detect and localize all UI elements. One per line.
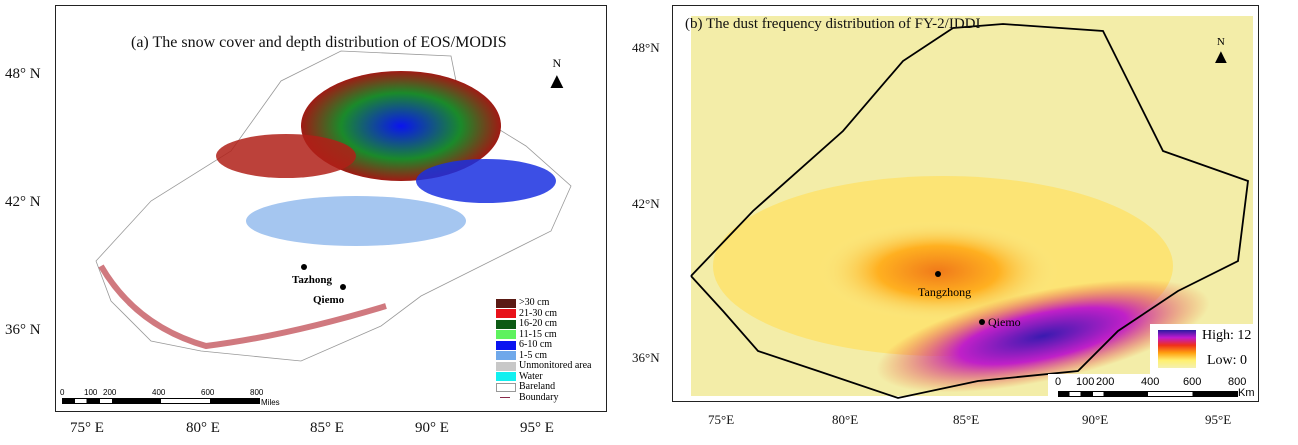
- qiemo-label: Qiemo: [313, 294, 345, 306]
- lon-tick: 95° E: [520, 420, 554, 436]
- lon-tick: 75°E: [708, 412, 735, 427]
- lat-tick: 36° N: [5, 322, 41, 338]
- lon-tick: 90° E: [415, 420, 449, 436]
- lat-tick: 42°N: [632, 196, 660, 211]
- qiemo-label: Qiemo: [988, 315, 1021, 329]
- snow-shallow: [246, 196, 466, 246]
- map-panel-a: (a) The snow cover and depth distributio…: [55, 5, 607, 412]
- lon-tick: 95°E: [1205, 412, 1232, 427]
- tazhong-marker: [301, 264, 307, 270]
- map-panel-b: (b) The dust frequency distribution of F…: [672, 5, 1259, 402]
- dust-legend: High: 12 Low: 0: [1150, 324, 1258, 374]
- snow-east: [416, 159, 556, 203]
- snow-kunlun: [98, 264, 387, 350]
- lon-tick: 80° E: [186, 420, 220, 436]
- lon-tick: 85°E: [953, 412, 980, 427]
- lon-tick: 80°E: [832, 412, 859, 427]
- panel-a-title: (a) The snow cover and depth distributio…: [131, 34, 507, 51]
- lat-tick: 48° N: [5, 66, 41, 82]
- lat-tick: 48°N: [632, 40, 660, 55]
- qiemo-marker: [979, 319, 985, 325]
- lon-tick: 90°E: [1082, 412, 1109, 427]
- panel-b-title: (b) The dust frequency distribution of F…: [685, 16, 981, 32]
- scale-bar-km: 0 100 200 400 600 800 Km: [1048, 374, 1258, 401]
- north-arrow-icon: N ▲: [546, 56, 568, 93]
- dust-south: [876, 279, 1210, 393]
- lon-tick: 85° E: [310, 420, 344, 436]
- snow-map: [95, 50, 572, 362]
- xinjiang-boundary: [690, 23, 1249, 399]
- tangzhong-marker: [935, 271, 941, 277]
- north-arrow-icon: N ▲: [1211, 36, 1231, 68]
- snow-legend: >30 cm 21-30 cm 16-20 cm 11-15 cm 6-10 c…: [496, 298, 591, 403]
- tazhong-label: Tazhong: [292, 274, 332, 286]
- dust-colorbar: [1158, 330, 1196, 368]
- tangzhong-label: Tangzhong: [918, 285, 972, 299]
- lat-tick: 42° N: [5, 194, 41, 210]
- qiemo-marker: [340, 284, 346, 290]
- snow-tianshan: [216, 134, 356, 178]
- lon-tick: 75° E: [70, 420, 104, 436]
- lat-tick: 36°N: [632, 350, 660, 365]
